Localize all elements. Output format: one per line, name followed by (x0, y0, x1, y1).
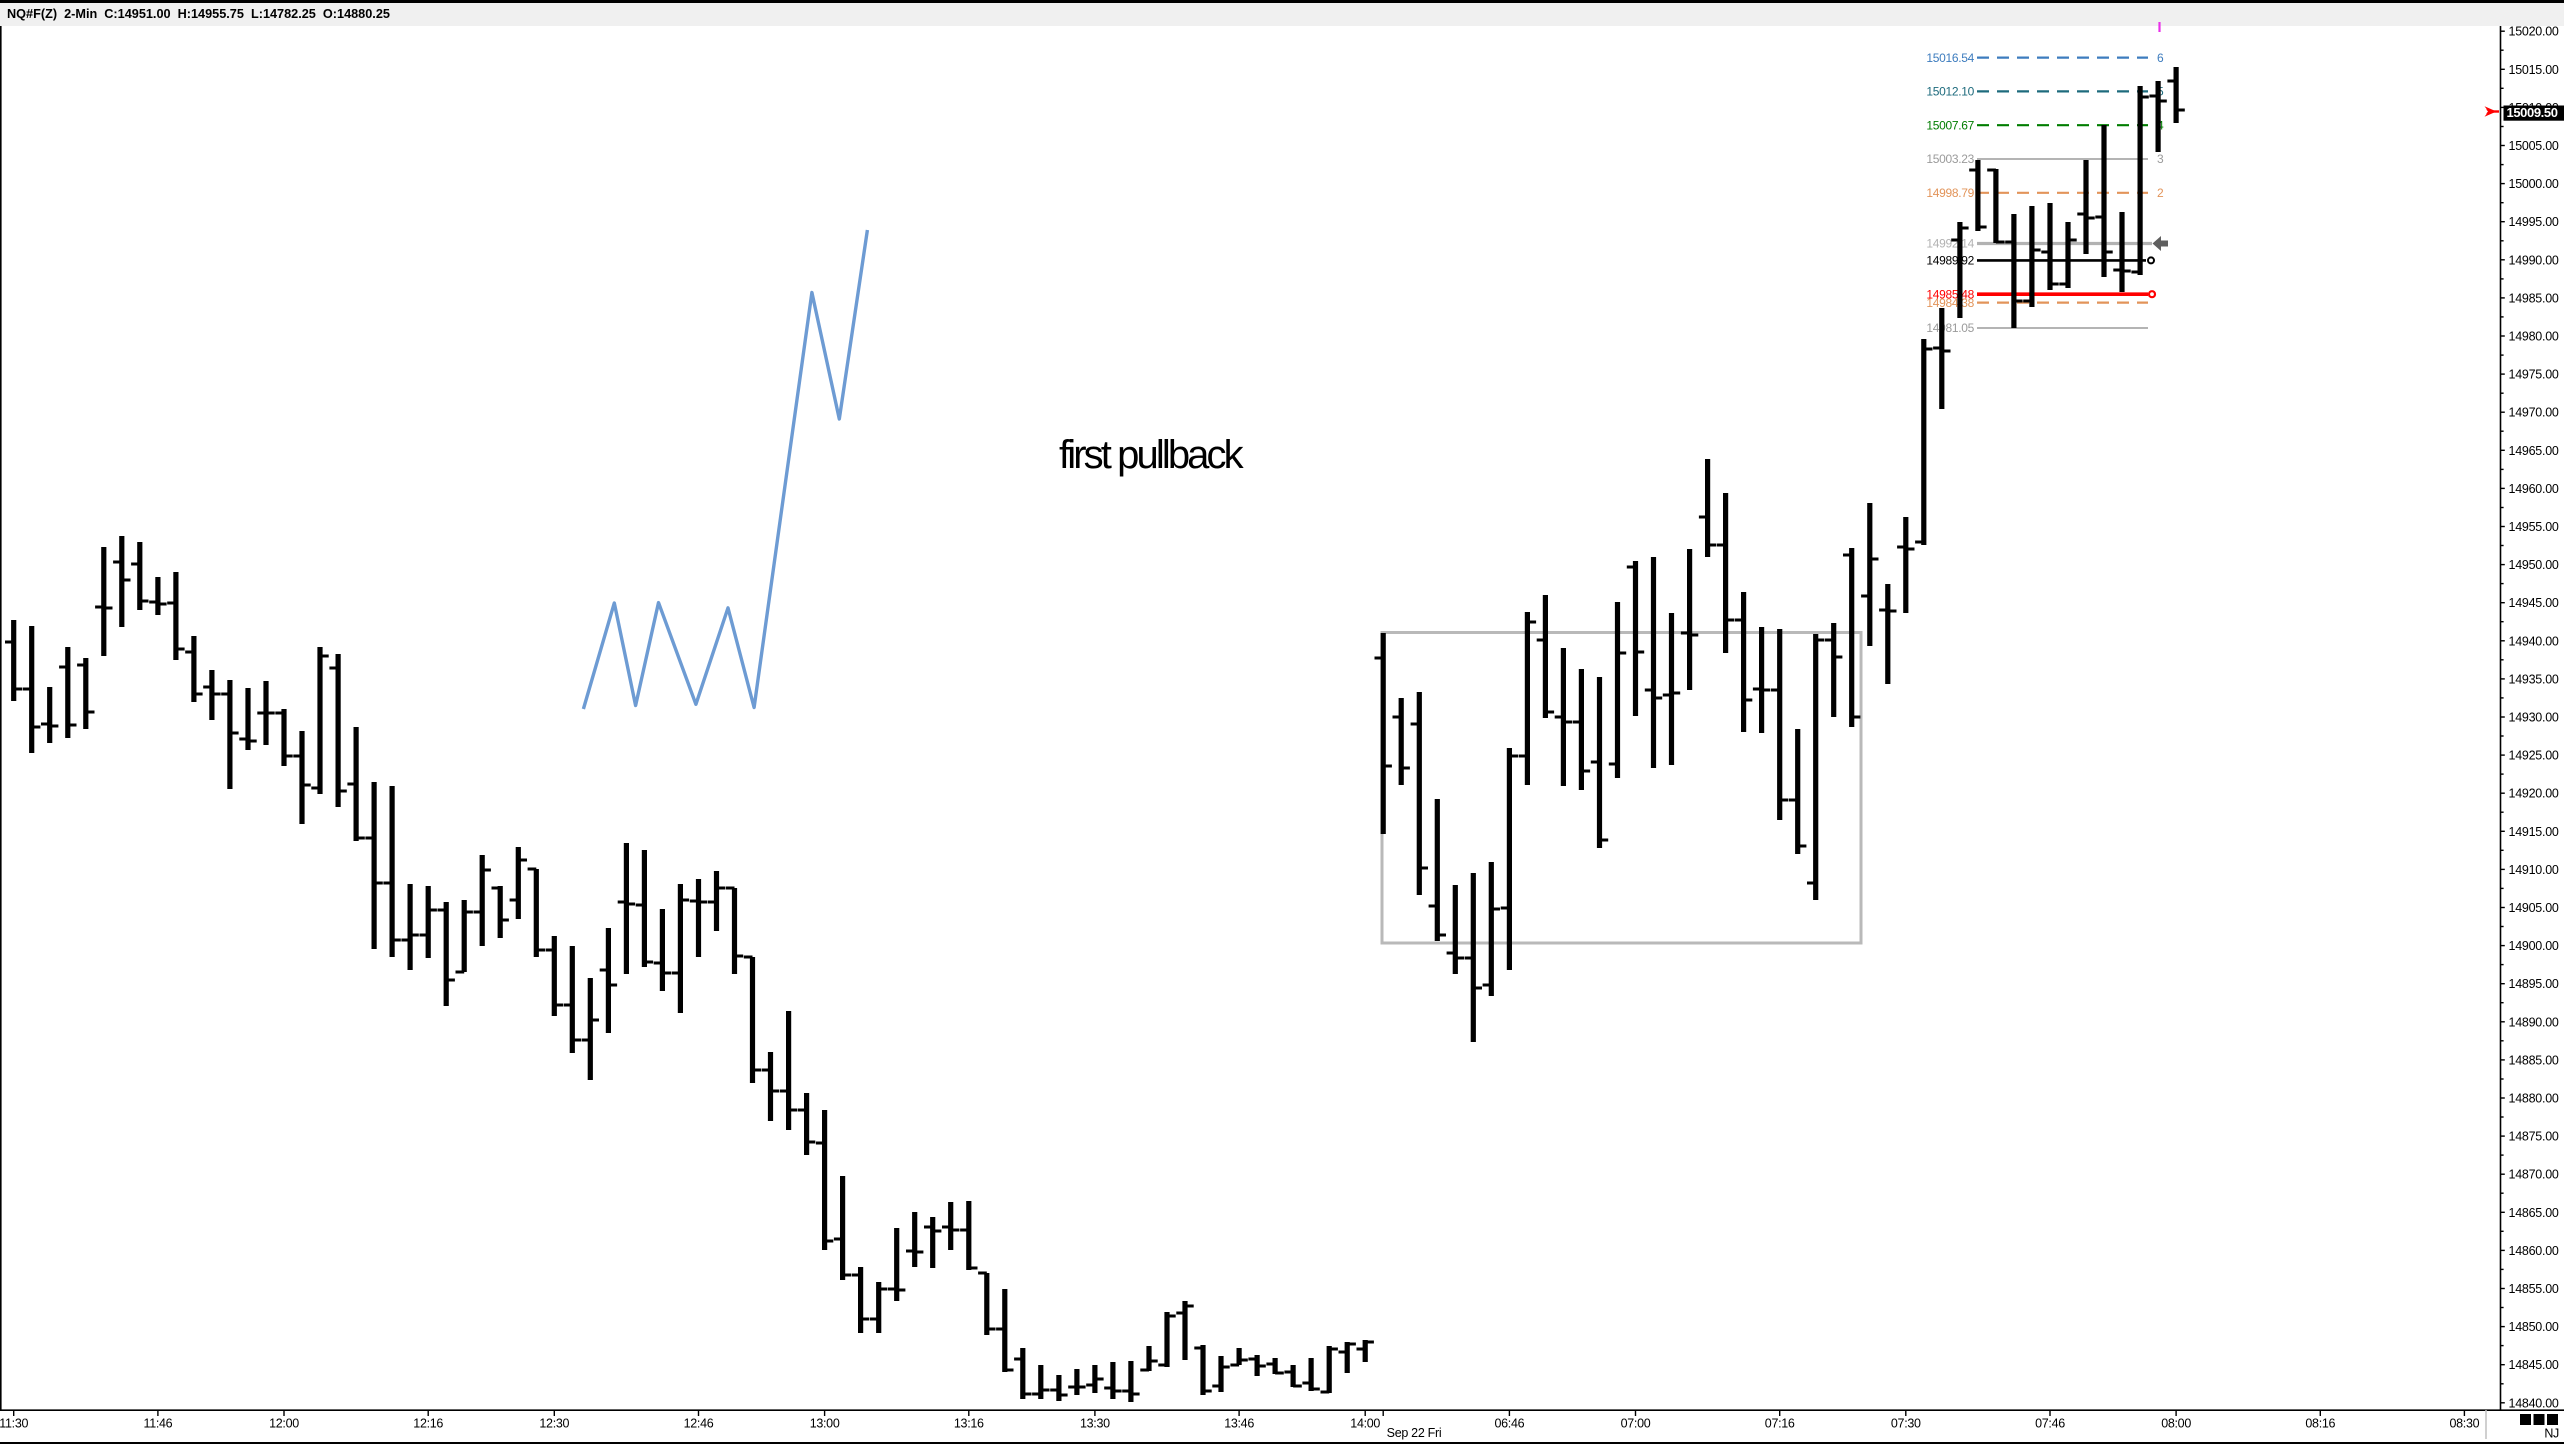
svg-text:14970.00: 14970.00 (2509, 406, 2559, 420)
svg-text:14880.00: 14880.00 (2509, 1092, 2559, 1106)
svg-text:14895.00: 14895.00 (2509, 977, 2559, 991)
svg-text:14965.00: 14965.00 (2509, 444, 2559, 458)
svg-text:11:30: 11:30 (0, 1417, 28, 1431)
svg-text:2: 2 (2157, 186, 2164, 200)
svg-text:14984.38: 14984.38 (1926, 296, 1974, 310)
svg-text:14985.00: 14985.00 (2509, 291, 2559, 305)
svg-text:14905.00: 14905.00 (2509, 901, 2559, 915)
svg-text:14875.00: 14875.00 (2509, 1130, 2559, 1144)
svg-text:14950.00: 14950.00 (2509, 558, 2559, 572)
svg-text:15007.67: 15007.67 (1926, 118, 1974, 132)
svg-text:08:00: 08:00 (2161, 1417, 2191, 1431)
svg-text:14855.00: 14855.00 (2509, 1282, 2559, 1296)
svg-text:6: 6 (2157, 51, 2164, 65)
svg-text:14989.92: 14989.92 (1926, 254, 1974, 268)
svg-text:14840.00: 14840.00 (2509, 1396, 2559, 1410)
svg-text:07:30: 07:30 (1891, 1417, 1921, 1431)
svg-text:first pullback: first pullback (1059, 433, 1245, 477)
svg-text:15020.00: 15020.00 (2509, 25, 2559, 39)
svg-text:14900.00: 14900.00 (2509, 939, 2559, 953)
svg-text:14935.00: 14935.00 (2509, 672, 2559, 686)
svg-text:14980.00: 14980.00 (2509, 330, 2559, 344)
svg-text:14890.00: 14890.00 (2509, 1015, 2559, 1029)
svg-text:07:00: 07:00 (1621, 1417, 1651, 1431)
svg-text:14870.00: 14870.00 (2509, 1168, 2559, 1182)
svg-text:14995.00: 14995.00 (2509, 215, 2559, 229)
svg-text:14865.00: 14865.00 (2509, 1206, 2559, 1220)
svg-text:14:00: 14:00 (1350, 1417, 1380, 1431)
svg-text:14992.14: 14992.14 (1926, 237, 1974, 251)
svg-text:15012.10: 15012.10 (1926, 85, 1974, 99)
svg-text:14925.00: 14925.00 (2509, 749, 2559, 763)
svg-text:14955.00: 14955.00 (2509, 520, 2559, 534)
svg-text:13:46: 13:46 (1224, 1417, 1254, 1431)
svg-text:07:16: 07:16 (1765, 1417, 1795, 1431)
svg-text:08:30: 08:30 (2450, 1417, 2480, 1431)
svg-text:06:46: 06:46 (1495, 1417, 1525, 1431)
svg-text:15016.54: 15016.54 (1926, 51, 1974, 65)
svg-text:13:30: 13:30 (1080, 1417, 1110, 1431)
svg-text:14860.00: 14860.00 (2509, 1244, 2559, 1258)
svg-text:Sep 22 Fri: Sep 22 Fri (1387, 1426, 1442, 1440)
svg-text:14845.00: 14845.00 (2509, 1358, 2559, 1372)
svg-text:12:00: 12:00 (269, 1417, 299, 1431)
svg-text:15005.00: 15005.00 (2509, 139, 2559, 153)
svg-text:13:00: 13:00 (810, 1417, 840, 1431)
svg-text:14850.00: 14850.00 (2509, 1320, 2559, 1334)
svg-text:14960.00: 14960.00 (2509, 482, 2559, 496)
svg-text:3: 3 (2157, 152, 2164, 166)
svg-text:07:46: 07:46 (2035, 1417, 2065, 1431)
svg-text:14915.00: 14915.00 (2509, 825, 2559, 839)
svg-text:14998.79: 14998.79 (1926, 186, 1974, 200)
svg-text:14975.00: 14975.00 (2509, 368, 2559, 382)
svg-text:11:46: 11:46 (143, 1417, 172, 1431)
svg-text:15003.23: 15003.23 (1926, 152, 1974, 166)
svg-text:14885.00: 14885.00 (2509, 1053, 2559, 1067)
svg-text:14985.48: 14985.48 (1926, 287, 1974, 301)
svg-text:14910.00: 14910.00 (2509, 863, 2559, 877)
svg-text:13:16: 13:16 (954, 1417, 984, 1431)
svg-text:14920.00: 14920.00 (2509, 787, 2559, 801)
svg-text:08:16: 08:16 (2305, 1417, 2335, 1431)
svg-text:NQ#F(Z) 2-Min C:14951.00 H:: NQ#F(Z) 2-Min C:14951.00 H:14955.75 L:14… (7, 7, 390, 21)
svg-text:14945.00: 14945.00 (2509, 596, 2559, 610)
svg-text:12:16: 12:16 (413, 1417, 443, 1431)
svg-text:12:46: 12:46 (684, 1417, 714, 1431)
svg-text:14930.00: 14930.00 (2509, 711, 2559, 725)
svg-text:14940.00: 14940.00 (2509, 634, 2559, 648)
svg-text:12:30: 12:30 (539, 1417, 569, 1431)
svg-text:14990.00: 14990.00 (2509, 253, 2559, 267)
svg-text:14981.05: 14981.05 (1926, 321, 1974, 335)
svg-text:15015.00: 15015.00 (2509, 63, 2559, 77)
svg-text:NJ: NJ (2544, 1427, 2559, 1441)
svg-text:15009.50: 15009.50 (2507, 105, 2558, 120)
svg-text:15000.00: 15000.00 (2509, 177, 2559, 191)
